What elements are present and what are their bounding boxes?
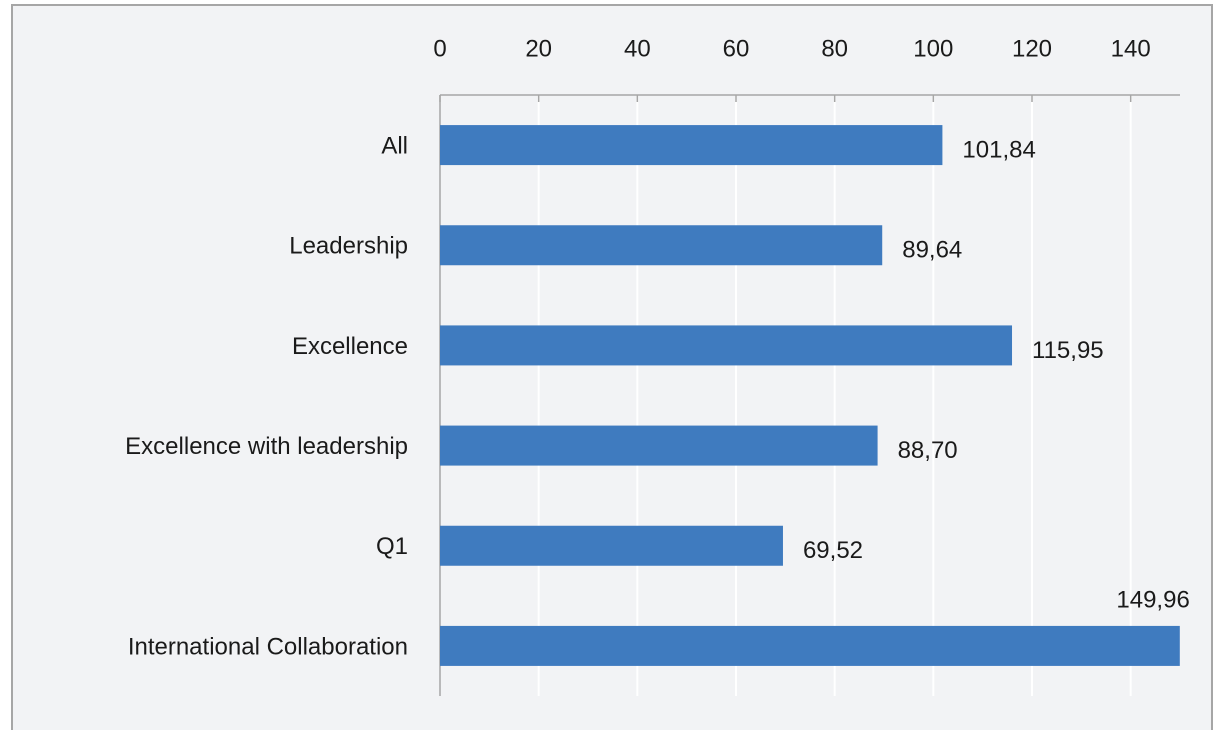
x-tick-label: 80 bbox=[821, 35, 848, 62]
x-tick-label: 60 bbox=[723, 35, 750, 62]
data-label: 115,95 bbox=[1032, 337, 1104, 364]
bar bbox=[440, 425, 878, 466]
x-tick-label: 0 bbox=[433, 35, 446, 62]
bar bbox=[440, 525, 783, 566]
data-label: 101,84 bbox=[962, 136, 1035, 163]
data-label: 88,70 bbox=[898, 437, 958, 464]
y-tick-label: Excellence bbox=[292, 333, 408, 360]
x-tick-label: 140 bbox=[1111, 35, 1151, 62]
data-label: 69,52 bbox=[803, 537, 863, 564]
y-tick-label: All bbox=[381, 132, 408, 159]
bar bbox=[440, 125, 943, 166]
y-tick-label: International Collaboration bbox=[128, 633, 408, 660]
bar bbox=[440, 225, 883, 266]
y-tick-label: Excellence with leadership bbox=[125, 433, 408, 460]
x-tick-label: 100 bbox=[913, 35, 953, 62]
y-tick-label: Leadership bbox=[289, 233, 408, 260]
x-tick-label: 120 bbox=[1012, 35, 1052, 62]
x-tick-label: 40 bbox=[624, 35, 651, 62]
data-label: 149,96 bbox=[1116, 586, 1189, 613]
data-label: 89,64 bbox=[902, 237, 962, 264]
bar bbox=[440, 325, 1013, 366]
y-tick-label: Q1 bbox=[376, 533, 408, 560]
x-tick-label: 20 bbox=[525, 35, 552, 62]
bar bbox=[440, 625, 1180, 666]
